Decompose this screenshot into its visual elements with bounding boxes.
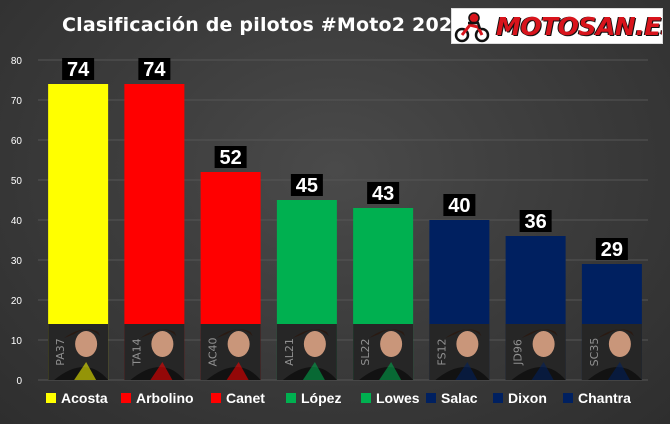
legend-label: Arbolino [136,390,194,406]
value-label: 74 [67,59,90,81]
legend-label: Canet [226,390,265,406]
legend-item: Dixon [493,390,547,406]
rider-code: SL22 [359,338,372,365]
rider-code: JD96 [512,339,525,366]
value-label: 52 [220,147,242,169]
legend-swatch [46,393,56,403]
value-label: 45 [296,175,318,197]
legend-item: López [286,390,341,406]
rider-code: SC35 [588,338,601,367]
legend-item: Salac [426,390,478,406]
rider-portrait-icon [359,329,414,380]
legend-item: Lowes [361,390,420,406]
value-label-background [443,194,476,216]
chart-title: Clasificación de pilotos #Moto2 2023 [62,14,466,36]
legend-swatch [211,393,221,403]
value-label-background [214,146,247,168]
value-label-background [595,238,628,260]
rider-portrait-icon [54,329,109,380]
y-tick-label: 40 [11,216,23,227]
legend-label: Salac [441,390,478,406]
rider-portrait-icon [130,329,185,380]
value-label: 43 [372,183,394,205]
rider-portrait-icon [435,329,490,380]
y-tick-label: 80 [11,56,23,67]
rider-code: TA14 [130,338,143,366]
legend-swatch [121,393,131,403]
legend-label: López [301,390,342,406]
rider-portrait-icon [206,329,261,380]
y-tick-label: 60 [11,136,23,147]
y-tick-label: 20 [11,296,23,307]
legend-item: Arbolino [121,390,194,406]
y-tick-label: 10 [11,336,23,347]
legend-item: Canet [211,390,265,406]
legend-item: Chantra [563,390,631,406]
logo-text: MOTOSAN.ES [496,11,663,41]
chart-legend: Acosta Arbolino Canet López Lowes Salac Dixon C… [46,390,656,410]
value-label: 29 [601,239,623,261]
legend-swatch [493,393,503,403]
legend-swatch [563,393,573,403]
legend-swatch [426,393,436,403]
legend-swatch [361,393,371,403]
rider-code: PA37 [54,338,67,365]
value-label: 36 [525,211,547,233]
y-tick-label: 70 [11,96,23,107]
motorbike-rider-icon [454,12,490,43]
motosan-logo: MOTOSAN.ES [451,8,663,44]
value-label-background [519,210,552,232]
rider-portrait-icon [511,329,566,380]
legend-label: Acosta [61,390,108,406]
legend-item: Acosta [46,390,108,406]
rider-code: AC40 [207,337,220,366]
value-label-background [290,174,323,196]
value-label: 40 [448,195,470,217]
y-tick-label: 0 [16,376,22,387]
legend-swatch [286,393,296,403]
value-label: 74 [143,59,166,81]
rider-code: FS12 [435,338,448,365]
value-label-background [62,58,95,80]
value-label-background [138,58,171,80]
y-tick-label: 50 [11,176,23,187]
rider-portrait-icon [587,329,642,380]
y-tick-label: 30 [11,256,23,267]
value-label-background [367,182,400,204]
rider-portrait-icon [282,329,337,380]
legend-label: Chantra [578,390,631,406]
rider-code: AL21 [283,338,296,366]
legend-label: Lowes [376,390,420,406]
legend-label: Dixon [508,390,547,406]
